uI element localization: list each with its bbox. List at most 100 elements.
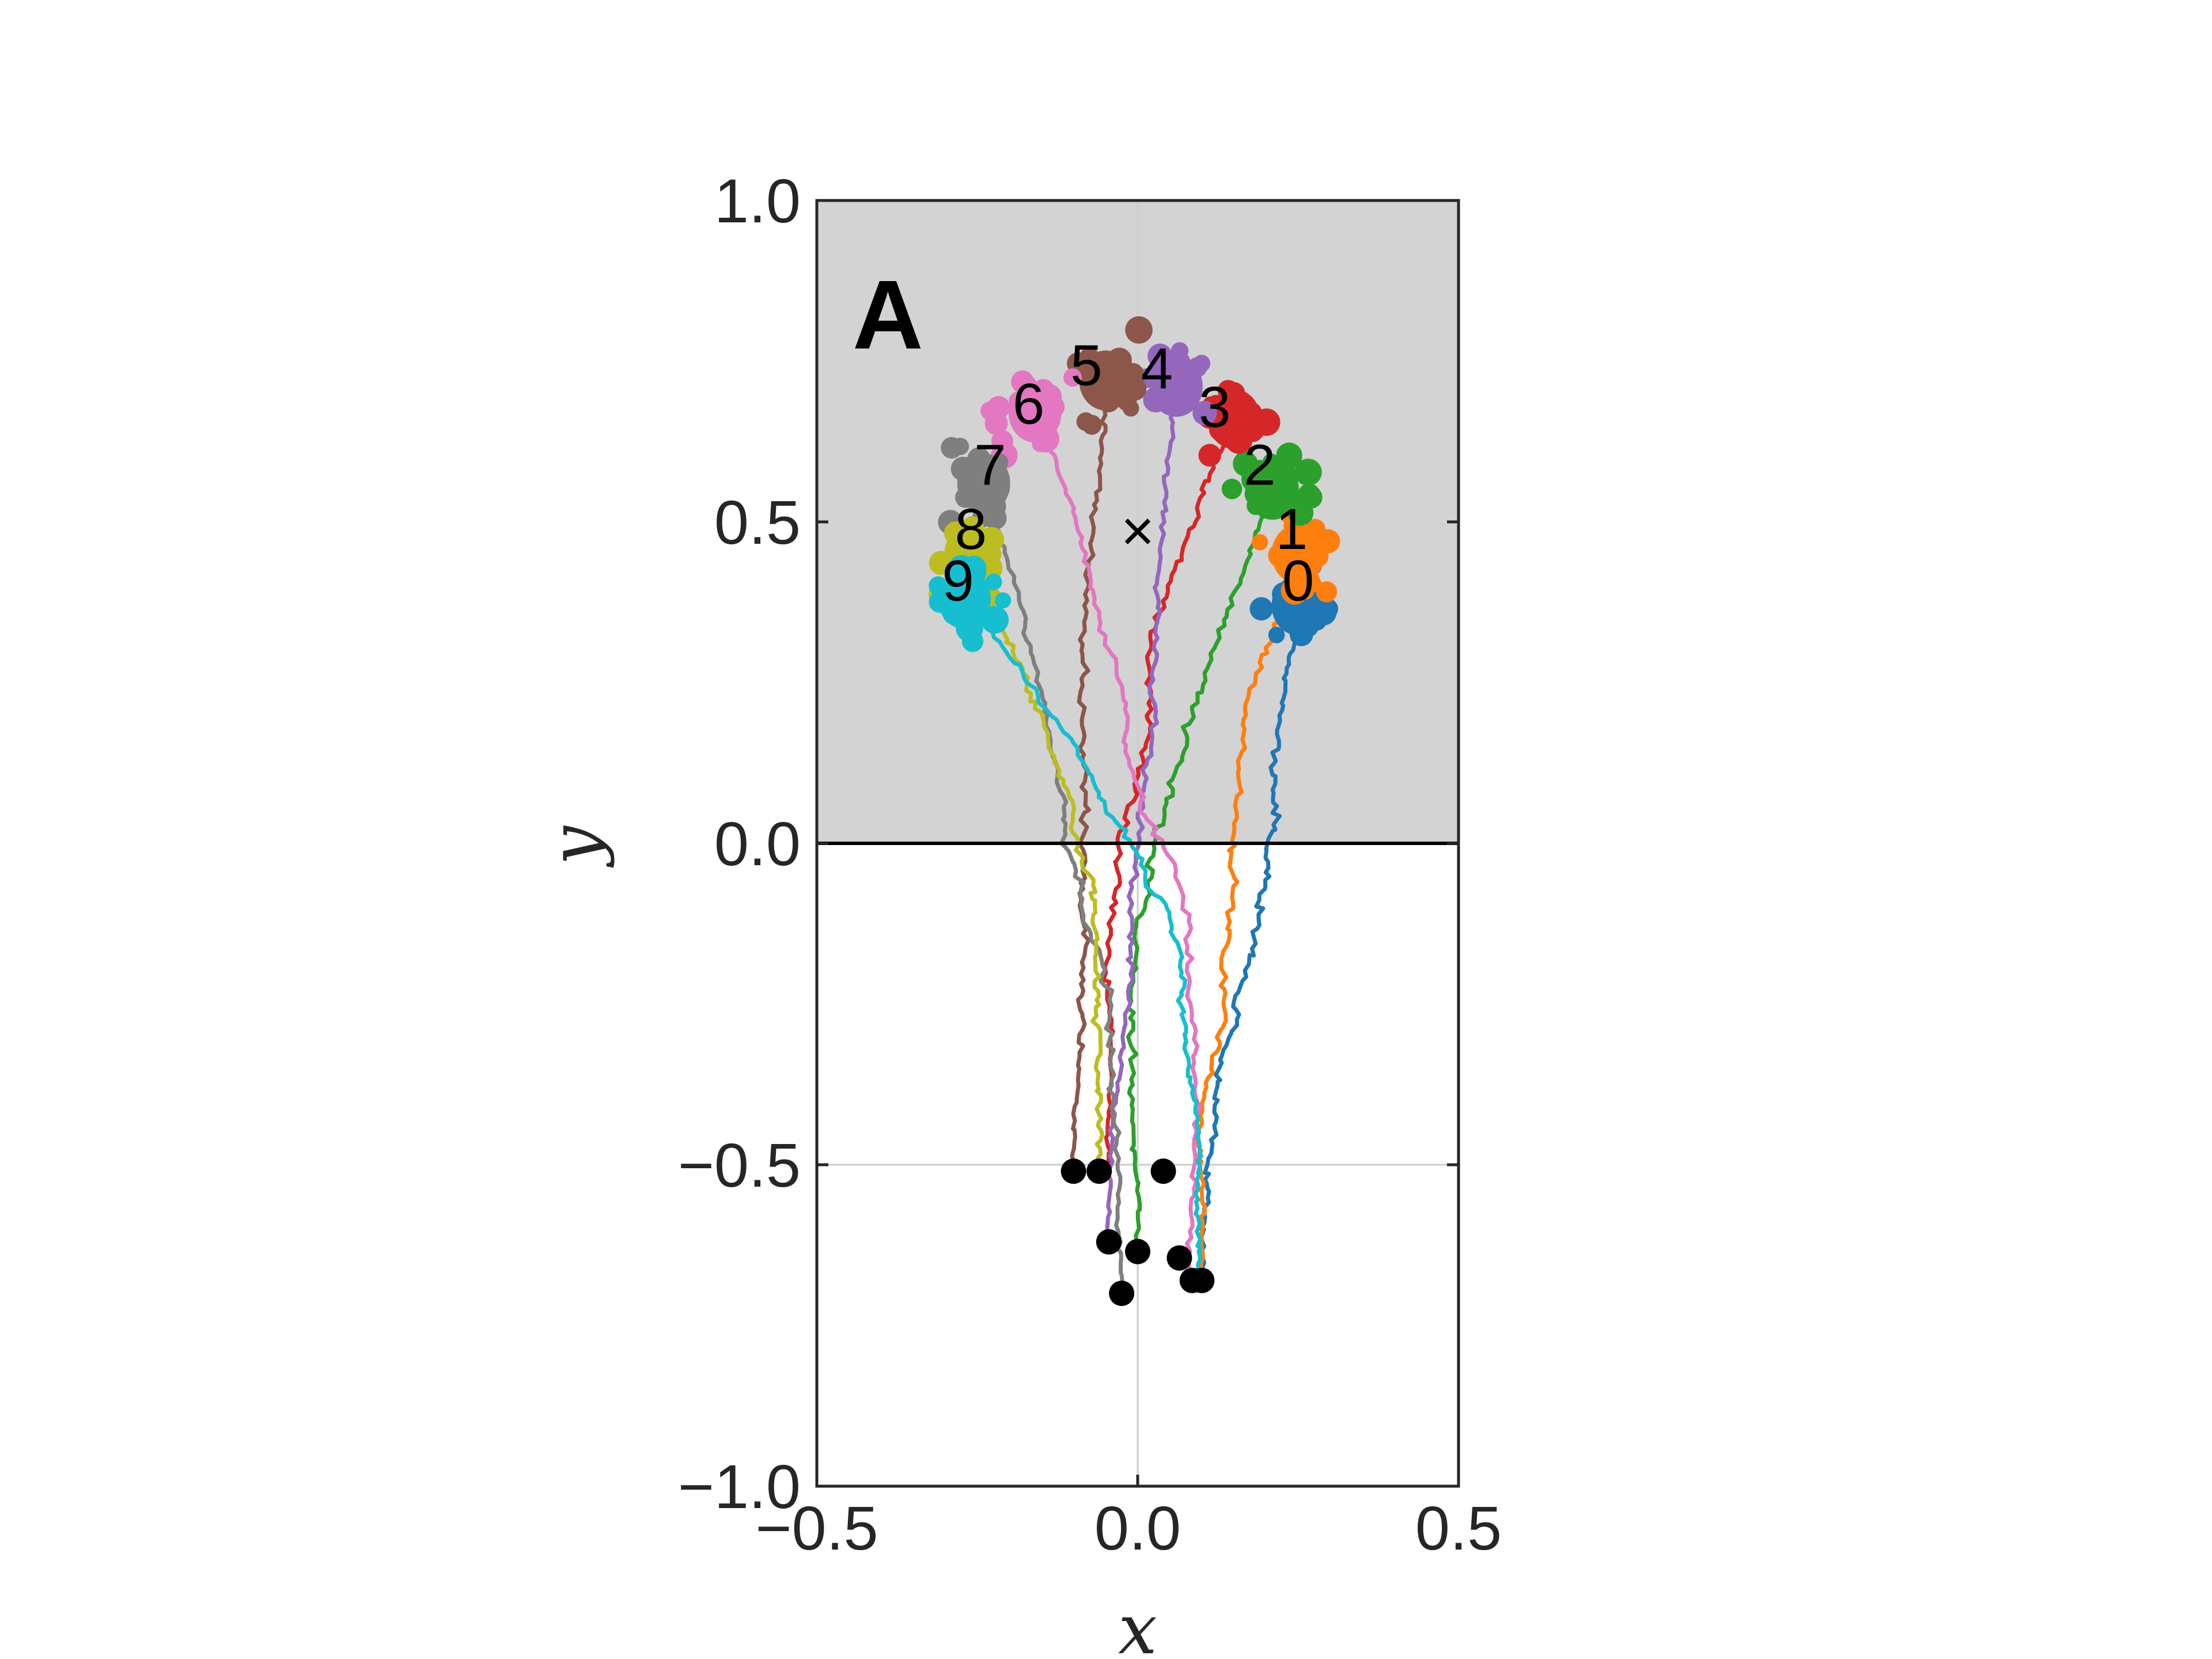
cluster-dot-1 — [1299, 570, 1317, 588]
cluster-dot-1 — [1305, 518, 1325, 540]
cluster-dot-3 — [1217, 380, 1239, 402]
cluster-dot-3 — [1213, 408, 1234, 430]
cluster-5 — [1067, 316, 1153, 435]
y-tick-label: 0.5 — [714, 487, 801, 557]
cluster-dot-8 — [979, 527, 1005, 552]
target-label-7: 7 — [974, 433, 1006, 498]
x-axis-label: x — [1118, 1590, 1157, 1659]
panel-label: A — [853, 260, 923, 370]
target-label-0: 0 — [1282, 548, 1315, 613]
target-label-5: 5 — [1070, 334, 1103, 398]
cluster-dot-9 — [981, 606, 1009, 634]
cluster-dot-9 — [985, 573, 1002, 590]
start-point-2 — [1150, 1158, 1176, 1184]
y-tick-label: −0.5 — [678, 1130, 801, 1200]
cluster-dot-6 — [980, 402, 999, 421]
cluster-dot-7 — [971, 461, 992, 482]
cluster-dot-9 — [950, 569, 974, 592]
cluster-dot-7 — [991, 453, 1009, 471]
cluster-dot-4 — [1171, 393, 1190, 412]
start-point-0 — [1060, 1158, 1086, 1184]
cluster-dot-3 — [1222, 423, 1250, 451]
cluster-dot-4 — [1192, 354, 1211, 373]
cluster-dot-5 — [1120, 363, 1145, 387]
cluster-dot-5 — [1094, 372, 1118, 396]
cluster-dot-7 — [941, 437, 963, 459]
center-marker: × — [1121, 499, 1154, 563]
cluster-dot-3 — [1229, 397, 1249, 418]
trajectory-9 — [963, 599, 1204, 1277]
cluster-dot-6 — [1043, 396, 1065, 418]
x-tick-label: −0.5 — [755, 1493, 878, 1563]
cluster-dot-2 — [1283, 494, 1306, 517]
cluster-dot-3 — [1252, 408, 1281, 436]
cluster-2 — [1221, 442, 1323, 526]
cluster-dot-4 — [1192, 400, 1217, 426]
cluster-dot-0 — [1249, 597, 1273, 621]
y-axis-label: y — [536, 825, 616, 868]
cluster-6 — [980, 368, 1082, 469]
trajectory-6 — [1032, 410, 1202, 1280]
trajectory-8 — [968, 555, 1104, 1173]
cluster-9 — [929, 555, 1012, 652]
start-point-3 — [1096, 1229, 1122, 1255]
cluster-dot-8 — [929, 551, 953, 575]
trajectory-0 — [1199, 605, 1301, 1280]
cluster-dot-9 — [961, 630, 984, 652]
cluster-dot-2 — [1263, 486, 1285, 507]
trajectory-4 — [1105, 388, 1178, 1241]
cluster-dot-0 — [1268, 627, 1285, 643]
target-label-1: 1 — [1276, 497, 1308, 562]
cluster-dot-6 — [1009, 393, 1036, 419]
start-point-8 — [1189, 1267, 1215, 1293]
cluster-dot-7 — [955, 487, 976, 508]
cluster-dot-1 — [1294, 540, 1311, 557]
start-point-6 — [1166, 1245, 1192, 1271]
trajectory-5 — [1070, 378, 1109, 1173]
cluster-dot-9 — [995, 592, 1012, 609]
cluster-dot-8 — [962, 516, 982, 536]
cluster-dot-6 — [1032, 379, 1055, 402]
cluster-dot-1 — [1268, 543, 1293, 568]
trajectory-2 — [1126, 488, 1275, 1253]
target-label-9: 9 — [942, 548, 974, 613]
cluster-dot-9 — [964, 587, 990, 613]
start-point-5 — [1109, 1281, 1135, 1306]
y-tick-label: 0.0 — [714, 809, 801, 878]
cluster-7 — [938, 437, 1010, 535]
y-tick-label: −1.0 — [678, 1452, 801, 1521]
y-tick-label: 1.0 — [714, 166, 801, 236]
cluster-dot-2 — [1221, 479, 1243, 499]
trajectories — [963, 378, 1301, 1294]
axes: −0.5 0.0 0.5−1.0−0.50.00.51.0 — [678, 166, 1502, 1563]
cluster-dot-2 — [1233, 451, 1258, 476]
cluster-dot-4 — [1143, 387, 1169, 413]
cluster-dot-4 — [1157, 353, 1185, 381]
cluster-dot-9 — [929, 590, 951, 613]
x-tick-label: 0.5 — [1415, 1493, 1502, 1563]
cluster-dot-5 — [1081, 415, 1102, 435]
cluster-dot-1 — [1251, 534, 1268, 551]
cluster-dot-5 — [1125, 316, 1153, 344]
cluster-dot-5 — [1116, 391, 1137, 411]
cluster-dot-6 — [1032, 435, 1049, 452]
trajectory-7 — [981, 480, 1125, 1294]
cluster-dot-2 — [1294, 459, 1322, 486]
target-label-2: 2 — [1244, 433, 1276, 498]
target-clusters — [928, 316, 1340, 652]
cluster-dot-3 — [1198, 444, 1221, 467]
start-point-4 — [1125, 1238, 1150, 1264]
cluster-dot-2 — [1247, 496, 1266, 516]
cluster-dot-9 — [929, 576, 948, 596]
markers — [1060, 1158, 1215, 1306]
cluster-dot-6 — [1063, 368, 1082, 387]
cluster-dot-0 — [1289, 601, 1310, 622]
cluster-dot-6 — [1011, 370, 1034, 393]
cluster-dot-1 — [1316, 581, 1338, 603]
x-tick-label: 0.0 — [1094, 1493, 1181, 1563]
target-label-6: 6 — [1013, 372, 1045, 437]
start-point-1 — [1086, 1158, 1112, 1184]
cluster-dot-1 — [1308, 546, 1329, 567]
